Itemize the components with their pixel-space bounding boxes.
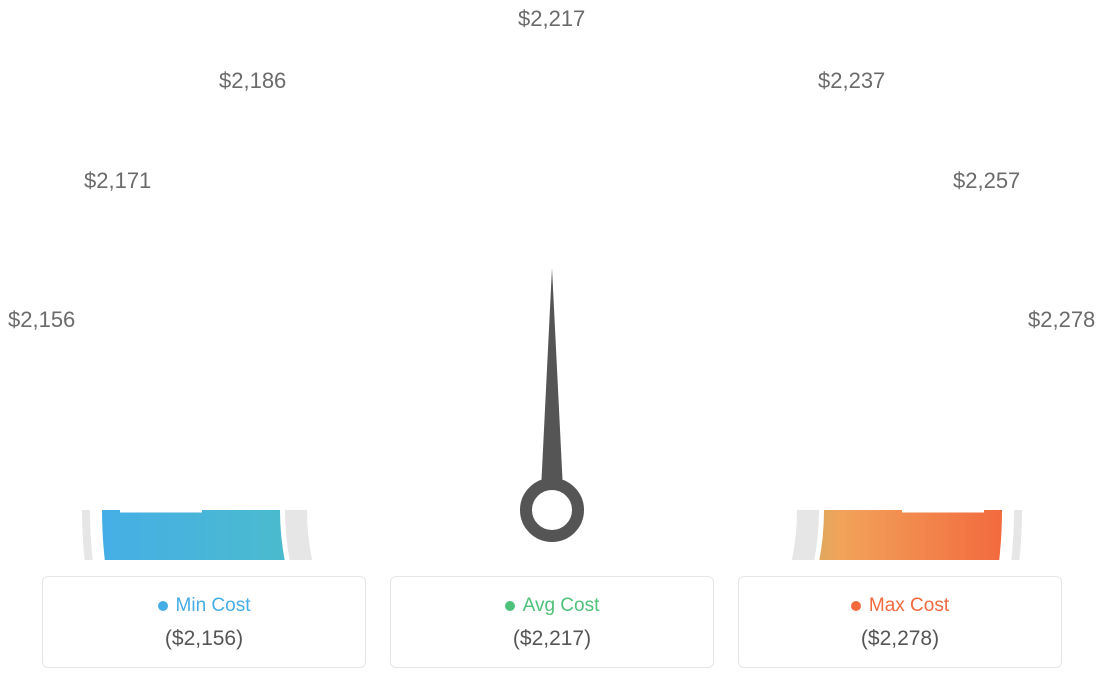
min-dot-icon — [158, 601, 168, 611]
min-cost-title: Min Cost — [158, 595, 251, 617]
gauge-tick-label: $2,237 — [818, 68, 885, 94]
avg-cost-title: Avg Cost — [505, 595, 600, 617]
gauge-tick-label: $2,171 — [84, 168, 151, 194]
avg-cost-label: Avg Cost — [523, 595, 600, 617]
max-cost-label: Max Cost — [869, 595, 949, 617]
gauge-tick-label: $2,156 — [8, 307, 75, 333]
max-dot-icon — [851, 601, 861, 611]
avg-dot-icon — [505, 601, 515, 611]
gauge-tick-label: $2,278 — [1028, 307, 1095, 333]
max-cost-card: Max Cost ($2,278) — [738, 576, 1062, 668]
max-cost-value: ($2,278) — [747, 627, 1053, 651]
gauge-tick-label: $2,217 — [518, 6, 585, 32]
max-cost-title: Max Cost — [851, 595, 949, 617]
min-cost-label: Min Cost — [176, 595, 251, 617]
gauge-tick-label: $2,186 — [219, 68, 286, 94]
avg-cost-value: ($2,217) — [399, 627, 705, 651]
summary-cards: Min Cost ($2,156) Avg Cost ($2,217) Max … — [42, 576, 1062, 668]
gauge-chart: $2,156 $2,171 $2,186 $2,217 $2,237 $2,257 $2,2… — [0, 0, 1104, 560]
gauge-svg — [52, 10, 1052, 560]
min-cost-value: ($2,156) — [51, 627, 357, 651]
gauge-tick-label: $2,257 — [953, 168, 1020, 194]
avg-cost-card: Avg Cost ($2,217) — [390, 576, 714, 668]
min-cost-card: Min Cost ($2,156) — [42, 576, 366, 668]
